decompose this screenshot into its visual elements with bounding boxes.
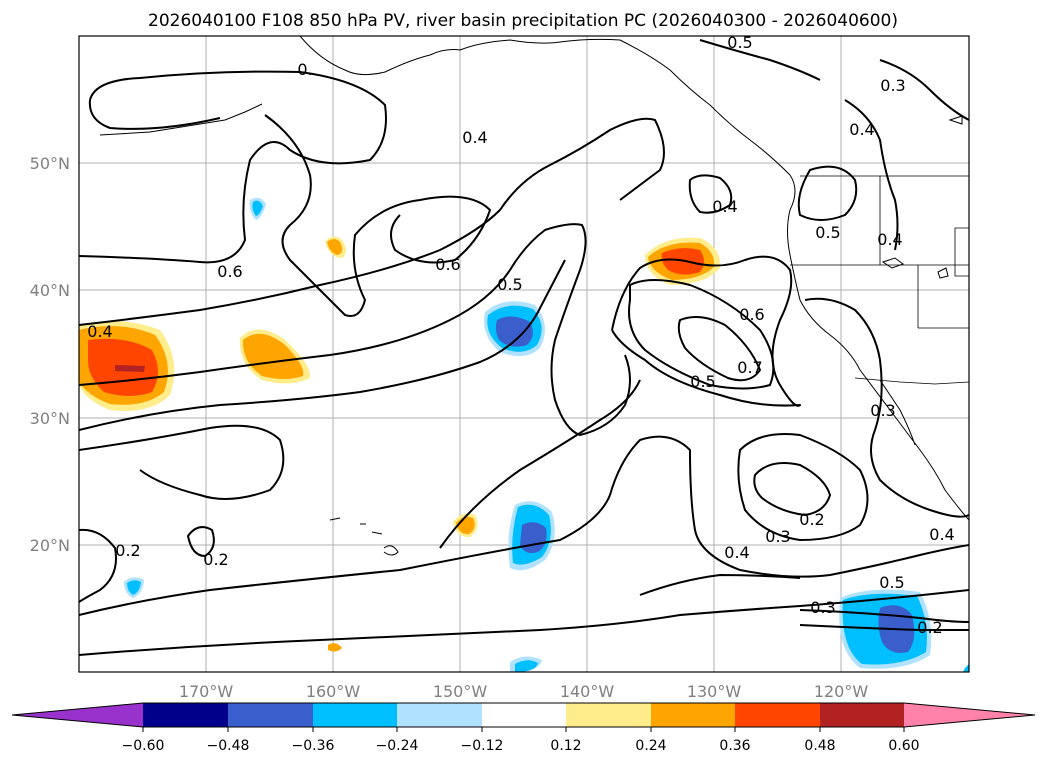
lat-label: 20°N (30, 536, 70, 555)
lat-label: 40°N (30, 281, 70, 300)
colorbar-segment (820, 703, 904, 727)
contour-label: 0.4 (724, 543, 749, 562)
colorbar-tick-label: 0.24 (635, 738, 666, 754)
contour-label: 0.3 (870, 401, 895, 420)
map-title: 2026040100 F108 850 hPa PV, river basin … (148, 11, 898, 31)
colorbar-segment (228, 703, 313, 727)
colorbar-tick-label: −0.24 (376, 738, 419, 754)
contour-label: 0.4 (712, 197, 737, 216)
contour-label: 0.2 (115, 541, 140, 560)
political-borders (790, 175, 969, 385)
colorbar-tick-label: −0.12 (461, 738, 504, 754)
contour-label: 0. (297, 60, 312, 79)
lon-label: 160°W (306, 682, 361, 701)
graticule (79, 36, 969, 672)
contour-label: 0.6 (217, 262, 242, 281)
colorbar-ticks (142, 727, 905, 732)
colorbar-tick-label: −0.36 (292, 738, 335, 754)
contour-label: 0.2 (799, 510, 824, 529)
contour-label: 0.3 (810, 598, 835, 617)
contour-label: 0.5 (727, 33, 752, 52)
contour-labels: 0.4 0.6 0.6 0.5 0.4 0.5 0.4 0.6 0.7 0.5 … (87, 33, 954, 637)
colorbar-tick-label: −0.60 (122, 738, 165, 754)
colorbar-segment (651, 703, 735, 727)
latitude-labels: 50°N 40°N 30°N 20°N (30, 154, 70, 555)
colorbar-tick-label: −0.48 (207, 738, 250, 754)
contour-label: 0.2 (917, 618, 942, 637)
contour-label: 0.5 (497, 275, 522, 294)
colorbar: −0.60 −0.48 −0.36 −0.24 −0.12 0.12 0.24 … (11, 702, 1036, 754)
longitude-labels: 170°W 160°W 150°W 140°W 130°W 120°W (179, 682, 869, 701)
colorbar-extend-low (12, 703, 143, 727)
colorbar-tick-label: 0.36 (719, 738, 750, 754)
contour-label: 0.3 (880, 76, 905, 95)
map-area: 0.4 0.6 0.6 0.5 0.4 0.5 0.4 0.6 0.7 0.5 … (79, 33, 969, 672)
coastlines (99, 36, 969, 556)
colorbar-segment (482, 703, 566, 727)
contour-label: 0.2 (203, 550, 228, 569)
map-frame (78, 35, 970, 673)
contour-label: 0.6 (739, 305, 764, 324)
contour-label: 0.4 (929, 525, 954, 544)
contour-label: 0.7 (737, 358, 762, 377)
lon-label: 150°W (433, 682, 488, 701)
colorbar-tick-labels: −0.60 −0.48 −0.36 −0.24 −0.12 0.12 0.24 … (122, 738, 920, 754)
lon-label: 170°W (179, 682, 234, 701)
pv-contours (79, 39, 969, 656)
colorbar-extend-high (904, 703, 1035, 727)
contour-label: 0.4 (877, 230, 902, 249)
colorbar-segment (397, 703, 482, 727)
colorbar-segment (143, 703, 228, 727)
colorbar-tick-label: 0.12 (550, 738, 581, 754)
lon-label: 140°W (560, 682, 615, 701)
colorbar-tick-label: 0.60 (888, 738, 919, 754)
contour-label: 0.6 (435, 255, 460, 274)
contour-label: 0.5 (815, 223, 840, 242)
colorbar-segment (313, 703, 397, 727)
contour-label: 0.3 (765, 527, 790, 546)
lat-label: 50°N (30, 154, 70, 173)
colorbar-tick-label: 0.48 (804, 738, 835, 754)
contour-label: 0.4 (849, 120, 874, 139)
contour-label: 0.4 (87, 322, 112, 341)
colorbar-segment (566, 703, 651, 727)
contour-label: 0.5 (690, 372, 715, 391)
contour-label: 0.4 (462, 128, 487, 147)
lon-label: 130°W (687, 682, 742, 701)
lon-label: 120°W (814, 682, 869, 701)
contour-label: 0.5 (879, 573, 904, 592)
colorbar-segment (735, 703, 820, 727)
lat-label: 30°N (30, 409, 70, 428)
